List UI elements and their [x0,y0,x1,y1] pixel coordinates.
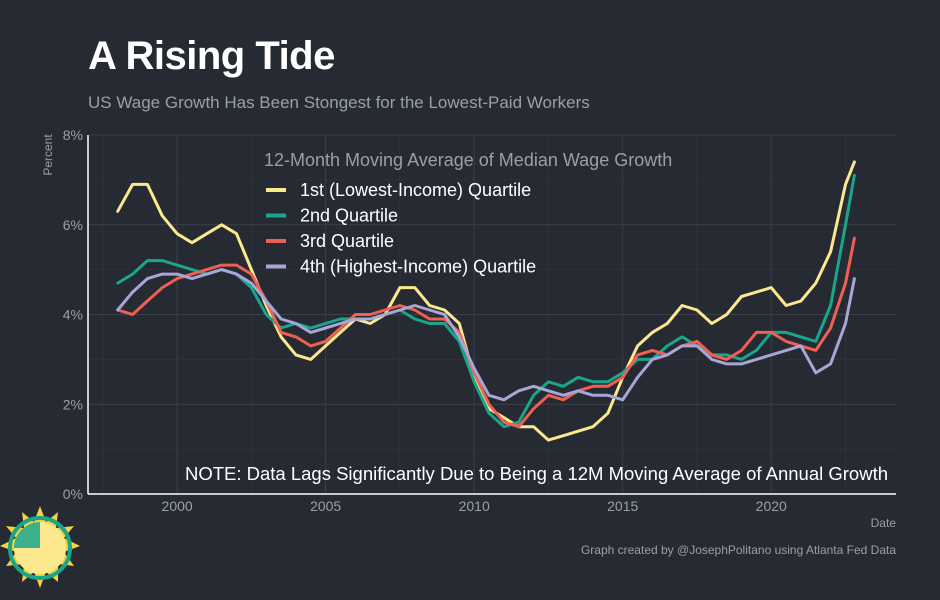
legend-title: 12-Month Moving Average of Median Wage G… [264,150,672,170]
chart-annotation: NOTE: Data Lags Significantly Due to Bei… [185,463,888,484]
x-axis-title: Date [871,516,897,530]
legend-label: 2nd Quartile [300,206,398,226]
series-line-q3 [116,236,856,429]
x-tick-label: 2000 [162,498,193,514]
series-line-q1 [116,160,856,442]
x-tick-label: 2020 [756,498,787,514]
chart-title: A Rising Tide [88,34,335,78]
legend-label: 3rd Quartile [300,231,394,251]
axes: 0% 2% 4% 6% 8% 2000 2005 2010 2015 2020 Percent Dat… [41,127,896,530]
legend-label: 4th (Highest-Income) Quartile [300,257,536,277]
y-axis-title: Percent [41,134,55,176]
chart-subtitle: US Wage Growth Has Been Stongest for the… [88,93,590,112]
sun-icon [0,506,80,588]
x-tick-label: 2010 [459,498,490,514]
y-tick-label: 4% [63,307,83,323]
series-lines [116,160,856,442]
y-tick-label: 8% [63,127,83,143]
x-tick-label: 2015 [607,498,638,514]
series-line-q4 [116,268,856,402]
grid-lines [88,134,896,495]
legend-label: 1st (Lowest-Income) Quartile [300,180,531,200]
y-tick-label: 6% [63,217,83,233]
source-credit: Graph created by @JosephPolitano using A… [580,543,896,557]
x-tick-label: 2005 [310,498,341,514]
y-tick-label: 2% [63,396,83,412]
legend: 12-Month Moving Average of Median Wage G… [264,150,672,277]
y-tick-label: 0% [63,486,83,502]
chart-text: NOTE: Data Lags Significantly Due to Bei… [185,463,888,484]
